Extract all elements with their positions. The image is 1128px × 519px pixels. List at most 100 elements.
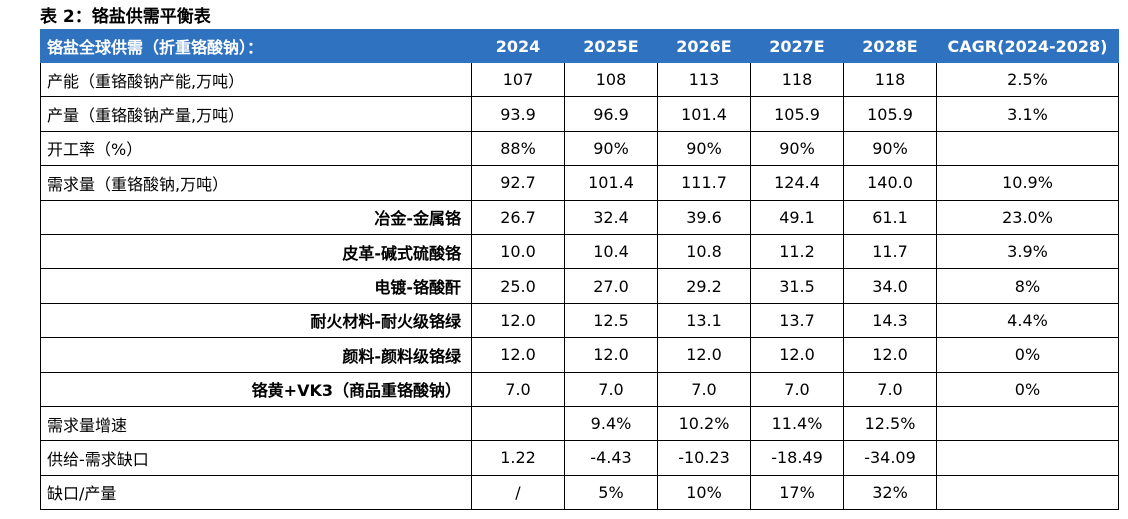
row-label: 供给-需求缺口	[40, 440, 472, 476]
table-row: 缺口/产量/5% 10% 17% 32%	[40, 474, 1119, 511]
cell: 61.1	[843, 199, 937, 235]
row-label: 皮革-碱式硫酸铬	[40, 233, 472, 270]
cell: 124.4	[750, 165, 844, 201]
table-row: 需求量（重铬酸钠,万吨） 92.7 101.4 111.7 124.4 140.0 10.9…	[40, 165, 1119, 201]
cell: 9.4%	[564, 405, 658, 442]
cell: 31.5	[750, 268, 844, 304]
cell	[936, 474, 1119, 511]
cell: 111.7	[657, 165, 751, 201]
cell: 113	[657, 61, 751, 98]
cell: -34.09	[843, 440, 937, 476]
table-row: 电镀-铬酸酐 25.0 27.0 29.2 31.5 34.0 8%	[40, 268, 1119, 304]
table-row: 产量（重铬酸钠产量,万吨） 93.9 96.9 101.4 105.9 105.9 3.1%	[40, 96, 1119, 132]
cell: 32%	[843, 474, 937, 511]
table-row: 需求量增速 9.4% 10.2% 11.4% 12.5%	[40, 405, 1119, 442]
cell: 101.4	[657, 96, 751, 132]
table-row: 冶金-金属铬 26.7 32.4 39.6 49.1 61.1 23.0%	[40, 199, 1119, 235]
cell: 12.0	[750, 337, 844, 373]
cell: 101.4	[564, 165, 658, 201]
table-title: 表 2：铬盐供需平衡表	[40, 7, 211, 27]
cell	[936, 405, 1119, 442]
header-cell: 2028E	[843, 29, 937, 63]
cell: 90%	[657, 130, 751, 167]
cell: 108	[564, 61, 658, 98]
cell: 12.0	[471, 302, 565, 339]
row-label: 铬黄+VK3（商品重铬酸钠）	[40, 371, 472, 407]
cell: 4.4%	[936, 302, 1119, 339]
header-cell: 铬盐全球供需（折重铬酸钠）：	[40, 29, 472, 63]
row-label: 缺口/产量	[40, 474, 472, 511]
cell: 39.6	[657, 199, 751, 235]
table-row: 颜料-颜料级铬绿 12.0 12.0 12.0 12.0 12.0 0%	[40, 337, 1119, 373]
header-cell: 2027E	[750, 29, 844, 63]
header-cell: 2025E	[564, 29, 658, 63]
cell: 7.0	[564, 371, 658, 407]
row-label: 产能（重铬酸钠产能,万吨）	[40, 61, 472, 98]
cell: 10.4	[564, 233, 658, 270]
data-table: 铬盐全球供需（折重铬酸钠）： 2024 2025E 2026E 2027E 2028E CA…	[40, 29, 1119, 511]
cell: 7.0	[843, 371, 937, 407]
cell: 12.0	[657, 337, 751, 373]
cell: 3.9%	[936, 233, 1119, 270]
header-cell: 2026E	[657, 29, 751, 63]
row-label: 产量（重铬酸钠产量,万吨）	[40, 96, 472, 132]
row-label: 耐火材料-耐火级铬绿	[40, 302, 472, 339]
cell: 12.5	[564, 302, 658, 339]
cell: 12.5%	[843, 405, 937, 442]
cell: 29.2	[657, 268, 751, 304]
cell: 13.7	[750, 302, 844, 339]
cell: 12.0	[564, 337, 658, 373]
cell: -4.43	[564, 440, 658, 476]
header-cell: 2024	[471, 29, 565, 63]
cell: 92.7	[471, 165, 565, 201]
cell	[936, 440, 1119, 476]
cell: 7.0	[750, 371, 844, 407]
cell: 12.0	[843, 337, 937, 373]
header-row: 铬盐全球供需（折重铬酸钠）： 2024 2025E 2026E 2027E 2028E CA…	[40, 29, 1119, 63]
cell: /	[471, 474, 565, 511]
cell: 90%	[750, 130, 844, 167]
cell: 2.5%	[936, 61, 1119, 98]
table-row: 开工率（%） 88% 90% 90% 90% 90%	[40, 130, 1119, 167]
cell: 10.8	[657, 233, 751, 270]
cell: 90%	[564, 130, 658, 167]
table-row: 供给-需求缺口 1.22 -4.43 -10.23 -18.49 -34.09	[40, 440, 1119, 476]
cell: 32.4	[564, 199, 658, 235]
cell: -18.49	[750, 440, 844, 476]
row-label: 冶金-金属铬	[40, 199, 472, 235]
cell: 34.0	[843, 268, 937, 304]
cell: 88%	[471, 130, 565, 167]
cell: 5%	[564, 474, 658, 511]
row-label: 需求量（重铬酸钠,万吨）	[40, 165, 472, 201]
table-row: 皮革-碱式硫酸铬 10.0 10.4 10.8 11.2 11.7 3.9%	[40, 233, 1119, 270]
cell: 10.0	[471, 233, 565, 270]
cell: 10.9%	[936, 165, 1119, 201]
row-label: 开工率（%）	[40, 130, 472, 167]
cell	[936, 130, 1119, 167]
cell	[471, 405, 565, 442]
cell: 13.1	[657, 302, 751, 339]
cell: 118	[750, 61, 844, 98]
cell: 105.9	[843, 96, 937, 132]
table-row: 产能（重铬酸钠产能,万吨） 107 108 113 118 118 2.5%	[40, 61, 1119, 98]
cell: 11.2	[750, 233, 844, 270]
row-label: 电镀-铬酸酐	[40, 268, 472, 304]
cell: 17%	[750, 474, 844, 511]
cell: 107	[471, 61, 565, 98]
cell: 27.0	[564, 268, 658, 304]
cell: 11.7	[843, 233, 937, 270]
cell: 105.9	[750, 96, 844, 132]
header-cell: CAGR(2024-2028)	[936, 29, 1119, 63]
cell: 12.0	[471, 337, 565, 373]
cell: 10%	[657, 474, 751, 511]
row-label: 颜料-颜料级铬绿	[40, 337, 472, 373]
cell: 49.1	[750, 199, 844, 235]
cell: 7.0	[657, 371, 751, 407]
cell: 140.0	[843, 165, 937, 201]
cell: 0%	[936, 371, 1119, 407]
cell: 23.0%	[936, 199, 1119, 235]
cell: 93.9	[471, 96, 565, 132]
cell: 118	[843, 61, 937, 98]
cell: 26.7	[471, 199, 565, 235]
